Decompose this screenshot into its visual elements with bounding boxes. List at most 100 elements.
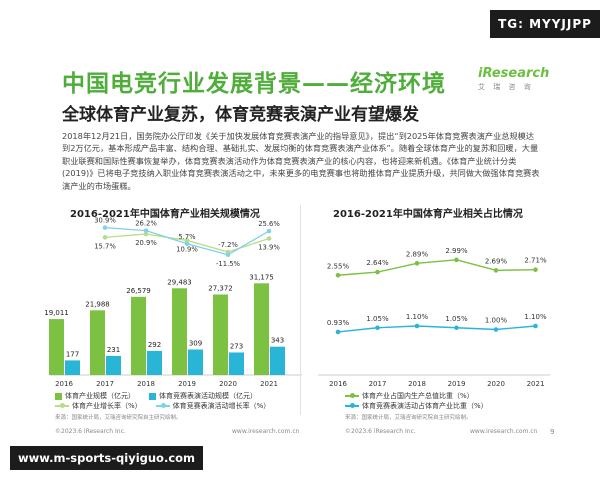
bar-label-industry: 21,988	[85, 300, 110, 308]
bar-industry-scale	[49, 319, 64, 375]
page-number: 9	[550, 428, 555, 436]
legend-item-gdp-share: 体育产业占国内生产总值比重（%）	[345, 391, 474, 401]
legend-label: 体育竞赛表演活动增长率（%）	[172, 402, 271, 410]
right-footer-url: www.iresearch.com.cn	[470, 428, 538, 435]
share-point	[493, 327, 499, 332]
share-point	[533, 267, 538, 272]
share-label: 1.05%	[366, 315, 389, 323]
growth-label: 20.9%	[135, 239, 157, 247]
bar-event-scale	[229, 352, 244, 375]
growth-label: 26.2%	[135, 220, 157, 228]
bar-label-industry: 19,011	[44, 309, 69, 317]
x-tick-label: 2021	[260, 380, 278, 388]
x-tick-label: 2020	[219, 380, 237, 388]
bar-event-scale	[188, 349, 203, 375]
share-label: 2.99%	[445, 247, 468, 255]
growth-label: -7.2%	[218, 241, 238, 249]
page-title: 中国电竞行业发展背景——经济环境	[62, 71, 446, 97]
bar-industry-scale	[131, 296, 146, 375]
logo-sub: 艾 瑞 咨 询	[478, 83, 534, 91]
bar-label-industry: 29,483	[167, 278, 192, 286]
legend-label: 体育竞赛表演活动占体育产业比重（%）	[362, 402, 488, 410]
growth-point	[143, 228, 149, 233]
x-tick-label: 2017	[369, 380, 387, 388]
bar-industry-scale	[254, 283, 269, 375]
share-label: 2.55%	[327, 262, 350, 270]
left-chart-source: 来源：国家统计局，艾瑞咨询研究院自主研究绘制。	[55, 415, 182, 421]
left-footer-copyright: ©2023.6 iResearch Inc.	[55, 428, 126, 435]
growth-point	[102, 225, 108, 230]
growth-point	[184, 238, 190, 243]
share-label: 2.89%	[406, 250, 429, 258]
growth-point	[102, 235, 108, 240]
x-tick-label: 2020	[487, 380, 505, 388]
share-label: 2.64%	[366, 259, 389, 267]
legend-line-blue	[155, 403, 170, 408]
share-point	[335, 272, 341, 278]
intro-paragraph: 2018年12月21日，国务院办公厅印发《关于加快发展体育竞赛表演产业的指导意见…	[62, 131, 540, 191]
growth-point	[266, 236, 272, 241]
growth-label: 30.9%	[94, 217, 116, 225]
x-tick-label: 2018	[137, 380, 155, 388]
legend-line-green	[55, 403, 69, 408]
right-chart-legend: 体育产业占国内生产总值比重（%） 体育竞赛表演活动占体育产业比重（%）	[345, 391, 488, 411]
bar-industry-scale	[213, 294, 228, 375]
share-label: 2.69%	[485, 257, 508, 265]
x-tick-label: 2019	[448, 380, 466, 388]
share-point	[454, 257, 459, 263]
legend-label: 体育竞赛表演活动规模（亿元）	[159, 392, 257, 400]
growth-point	[266, 228, 272, 234]
bar-event-scale	[106, 355, 121, 375]
top-watermark: TG: MYYJJPP	[490, 10, 600, 38]
legend-item-industry-growth: 体育产业增长率（%）	[55, 401, 142, 411]
bar-label-industry: 26,579	[126, 287, 151, 295]
share-point	[414, 323, 420, 329]
share-label: 1.10%	[524, 313, 547, 321]
left-footer-url: www.iresearch.com.cn	[232, 428, 300, 435]
legend-line-green	[345, 393, 359, 398]
share-point	[454, 325, 459, 331]
right-chart-title: 2016-2021年中国体育产业相关占比情况	[333, 209, 523, 220]
growth-point	[143, 231, 149, 237]
legend-item-event-share: 体育竞赛表演活动占体育产业比重（%）	[345, 401, 488, 411]
line-event-share	[337, 325, 536, 333]
share-label: 2.71%	[524, 257, 547, 265]
legend-item-event-scale: 体育竞赛表演活动规模（亿元）	[149, 391, 257, 401]
growth-label: 5.7%	[178, 233, 196, 241]
page-subtitle: 全球体育产业复苏，体育竞赛表演产业有望爆发	[62, 105, 419, 125]
growth-label: 15.7%	[94, 242, 116, 250]
legend-item-event-growth: 体育竞赛表演活动增长率（%）	[155, 401, 271, 411]
chart-divider	[300, 205, 301, 415]
legend-label: 体育产业规模（亿元）	[65, 392, 135, 400]
right-footer-copyright: ©2023.6 iResearch Inc.	[345, 428, 416, 435]
legend-line-blue	[345, 403, 359, 408]
share-point	[533, 323, 538, 329]
bar-label-event: 343	[271, 337, 284, 345]
logo-brand: iResearch	[478, 66, 550, 81]
bar-label-event: 177	[66, 350, 79, 358]
growth-label: 13.9%	[258, 244, 280, 252]
legend-label: 体育产业增长率（%）	[72, 402, 142, 410]
x-tick-label: 2016	[55, 380, 73, 388]
x-tick-label: 2017	[96, 380, 114, 388]
bar-event-scale	[270, 346, 285, 375]
share-label: 1.10%	[406, 313, 429, 321]
x-tick-label: 2019	[178, 380, 196, 388]
legend-swatch-blue	[149, 392, 156, 400]
growth-label: 25.6%	[258, 220, 280, 228]
legend-label: 体育产业占国内生产总值比重（%）	[362, 392, 474, 400]
share-label: 0.93%	[327, 319, 350, 327]
share-label: 1.05%	[445, 315, 468, 323]
share-label: 1.00%	[485, 317, 508, 325]
growth-point	[184, 241, 190, 247]
bar-industry-scale	[172, 288, 187, 375]
bar-event-scale	[65, 360, 80, 375]
bar-label-event: 231	[107, 346, 120, 354]
bar-label-industry: 31,175	[249, 273, 274, 281]
bar-label-event: 292	[148, 341, 161, 349]
right-chart-source: 来源：国家统计局，艾瑞咨询研究院自主研究绘制。	[345, 415, 472, 421]
bar-label-event: 273	[230, 342, 243, 350]
share-point	[375, 269, 380, 275]
bar-event-scale	[147, 350, 162, 375]
iresearch-logo: iResearch 艾 瑞 咨 询	[478, 66, 550, 96]
